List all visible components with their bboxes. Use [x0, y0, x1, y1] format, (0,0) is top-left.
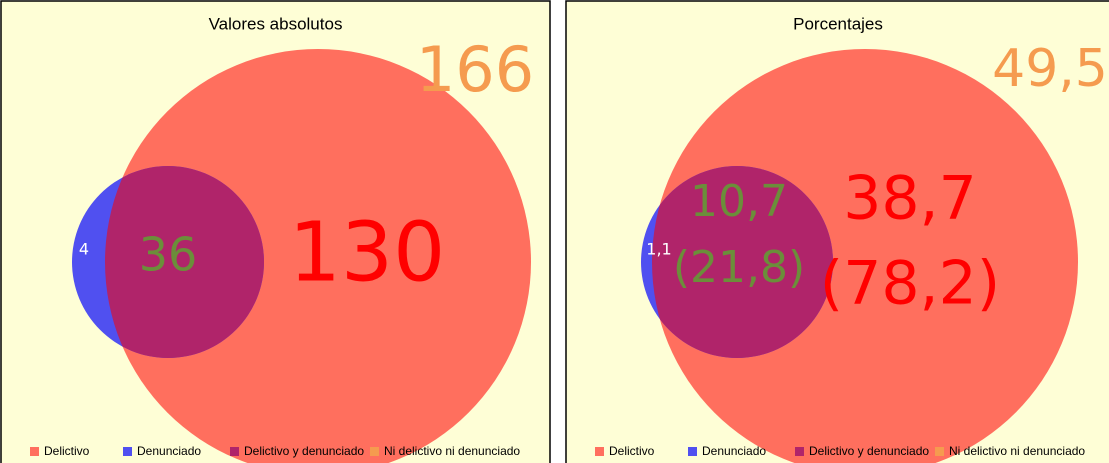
legend-swatch: [230, 447, 239, 456]
legend-swatch: [595, 447, 604, 456]
outside-value: 166: [416, 33, 534, 106]
legend-label: Delictivo: [44, 444, 90, 458]
delictivo-circle: [105, 49, 531, 463]
panel: Porcentajes 49,5 1,1 10,7 (21,8) 38,7 (78,2) De…: [565, 0, 1109, 463]
panel-title: Valores absolutos: [209, 14, 343, 33]
red-only-value: 130: [289, 205, 446, 300]
legend-label: Denunciado: [702, 444, 766, 458]
legend-swatch: [935, 447, 944, 456]
panel: Valores absolutos 166 4 36 130 Delictivo Denun…: [0, 0, 551, 463]
overlap-value: 36: [139, 228, 198, 282]
blue-only-value: 4: [79, 240, 89, 259]
legend-swatch: [795, 447, 804, 456]
overlap-region: [652, 166, 833, 358]
legend-label: Ni delictivo ni denunciado: [384, 444, 520, 458]
legend-label: Delictivo y denunciado: [244, 444, 364, 458]
overlap-value: 10,7: [690, 176, 788, 227]
legend-swatch: [370, 447, 379, 456]
legend-label: Denunciado: [137, 444, 201, 458]
outside-value: 49,5: [992, 39, 1108, 99]
delictivo-circle: [652, 49, 1078, 463]
legend-label: Delictivo y denunciado: [809, 444, 929, 458]
legend-label: Ni delictivo ni denunciado: [949, 444, 1085, 458]
legend-swatch: [688, 447, 697, 456]
overlap-value: (21,8): [673, 242, 805, 293]
panel-title: Porcentajes: [793, 14, 883, 33]
legend-swatch: [30, 447, 39, 456]
blue-only-value: 1,1: [646, 240, 671, 259]
legend-label: Delictivo: [609, 444, 655, 458]
legend-swatch: [123, 447, 132, 456]
red-only-value: 38,7: [843, 164, 977, 234]
overlap-region: [105, 166, 264, 358]
red-only-value: (78,2): [820, 249, 1000, 319]
